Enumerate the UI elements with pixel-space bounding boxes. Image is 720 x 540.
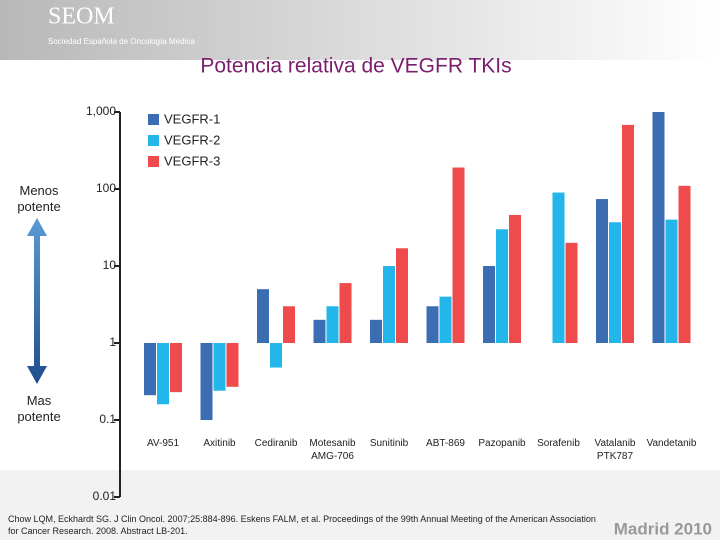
chart-title: Potencia relativa de VEGFR TKIs (200, 55, 511, 78)
bar (144, 343, 156, 396)
x-tick-label: AV-951 (138, 437, 188, 450)
bar (257, 289, 269, 343)
y-tick-label: 0.01 (93, 489, 117, 503)
y-tick-label: 10 (103, 258, 117, 272)
bar (270, 343, 282, 368)
bar (452, 167, 465, 343)
bar (665, 219, 678, 343)
bar (652, 112, 665, 343)
source: Chow LQM, Eckhardt SG. J Clin Oncol. 200… (8, 514, 596, 536)
y-tick-label: 1,000 (86, 104, 116, 118)
x-tick-label: Vatalanib PTK787 (590, 437, 640, 463)
bar (565, 242, 578, 343)
bar (170, 343, 182, 393)
bar (609, 222, 621, 343)
x-tick-label: Cediranib (251, 437, 301, 450)
x-tick-label: Sunitinib (364, 437, 414, 450)
bar (283, 306, 295, 343)
bar (339, 283, 352, 343)
potency-arrow (27, 218, 47, 384)
bar (483, 266, 495, 343)
legend-swatch (148, 156, 159, 167)
bar (426, 306, 439, 343)
bar (596, 199, 608, 343)
y-label-top: Menos potente (17, 183, 61, 214)
bar (622, 124, 634, 343)
bar (157, 343, 169, 405)
logo: SEOM (48, 4, 115, 30)
bar (396, 248, 408, 343)
bar (552, 192, 565, 343)
event: Madrid 2010 (614, 519, 712, 538)
x-tick-label: Axitinib (194, 437, 245, 450)
bar (313, 319, 326, 343)
legend-label: VEGFR-1 (164, 111, 220, 126)
x-tick-label: Pazopanib (477, 437, 527, 450)
x-tick-label: Sorafenib (533, 437, 584, 450)
legend-label: VEGFR-3 (164, 153, 220, 168)
y-tick-label: 0.1 (99, 412, 116, 426)
bar (226, 343, 239, 387)
x-tick-label: Motesanib AMG-706 (307, 437, 358, 463)
society: Sociedad Española de Oncología Médica (48, 37, 195, 46)
bar (383, 266, 395, 343)
bar (213, 343, 226, 391)
bar (496, 229, 508, 343)
y-tick-label: 100 (96, 181, 116, 195)
legend-swatch (148, 135, 159, 146)
x-tick-label: ABT-869 (420, 437, 471, 450)
y-label-bottom: Mas potente (17, 393, 61, 424)
bar (509, 214, 521, 343)
bar (326, 306, 339, 343)
bar (678, 185, 691, 343)
bar (200, 343, 213, 420)
legend-label: VEGFR-2 (164, 132, 220, 147)
y-tick-label: 1 (109, 335, 116, 349)
x-tick-label: Vandetanib (646, 437, 697, 450)
bar (370, 319, 382, 343)
legend-swatch (148, 114, 159, 125)
header-band (0, 0, 720, 60)
bar (439, 296, 452, 343)
